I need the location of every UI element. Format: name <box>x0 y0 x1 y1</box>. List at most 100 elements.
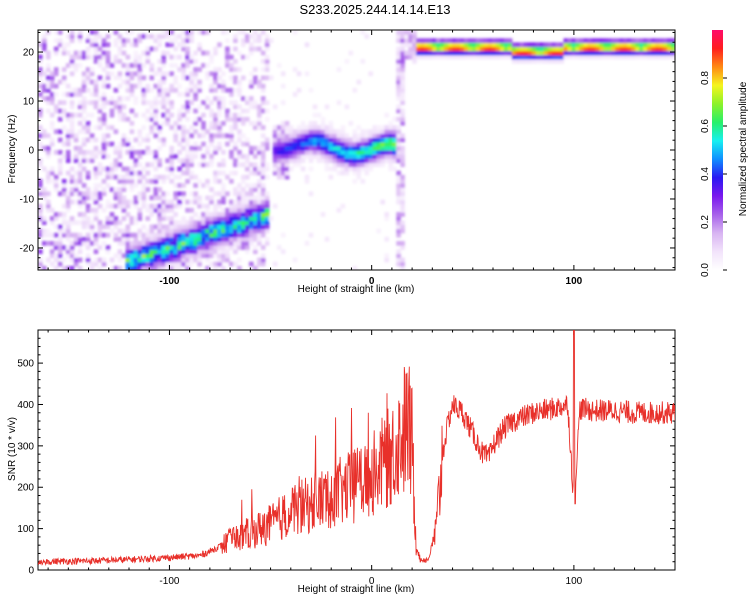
spectrogram-cell <box>57 245 63 250</box>
spectrogram-cell <box>257 116 262 122</box>
spectrogram-cell <box>145 87 151 93</box>
spectrogram-cell <box>651 50 656 56</box>
spectrogram-cell <box>49 71 55 77</box>
spectrogram-cell <box>42 129 47 134</box>
spectrogram-cell <box>253 212 258 217</box>
spectrogram-cell <box>221 96 226 101</box>
spectrogram-cell <box>69 133 75 139</box>
spectrogram-cell <box>324 158 330 163</box>
spectrogram-cell <box>221 170 226 176</box>
spectrogram-cell <box>121 187 127 192</box>
spectrogram-cell <box>181 46 186 52</box>
spectrogram-cell <box>213 232 218 238</box>
spectrogram-cell <box>165 108 170 114</box>
spectrogram-cell <box>38 125 43 130</box>
spectrogram-cell <box>177 92 182 97</box>
spectrogram-cell <box>145 145 151 151</box>
spectrogram-cell <box>396 59 401 64</box>
spectrogram-cell <box>559 54 565 60</box>
spectrogram-cell <box>241 195 246 201</box>
spectrogram-cell <box>555 42 561 48</box>
spectrogram-cell <box>280 154 286 159</box>
spectrogram-cell <box>109 203 115 209</box>
spectrogram-cell <box>249 212 254 217</box>
spectrogram-cell <box>157 174 162 180</box>
spectrogram-cell <box>185 104 190 110</box>
spectrogram-cell <box>197 241 202 246</box>
spectrogram-cell <box>145 34 151 39</box>
spectrogram-cell <box>272 154 278 159</box>
spectrogram-cell <box>49 216 55 221</box>
spectrogram-cell <box>197 30 202 35</box>
spectrogram-cell <box>284 154 290 159</box>
spectrogram-cell <box>225 108 230 114</box>
spectrogram-cell <box>408 50 413 56</box>
spectrogram-cell <box>42 166 47 172</box>
spectrogram-cell <box>257 150 262 155</box>
spectrogram-cell <box>221 236 226 242</box>
spectrogram-cell <box>217 257 222 263</box>
spectrogram-cell <box>205 224 210 230</box>
spectrogram-cell <box>197 261 202 267</box>
spectrogram-cell <box>153 232 159 238</box>
spectrogram-cell <box>237 116 242 122</box>
spectrogram-cell <box>141 166 147 172</box>
spectrogram-cell <box>356 170 362 176</box>
spectrogram-cell <box>260 67 266 72</box>
spectrogram-cell <box>181 236 186 242</box>
spectrogram-cell <box>503 42 509 48</box>
spectrogram-cell <box>368 129 373 134</box>
spectrogram-cell <box>376 158 381 163</box>
spectrogram-cell <box>320 154 326 159</box>
spectrogram-cell <box>360 133 366 139</box>
spectrogram-cell <box>336 137 342 143</box>
spectrogram-cell <box>253 34 258 39</box>
spectrogram-cell <box>667 54 672 60</box>
spectrogram-cell <box>249 220 254 225</box>
spectrogram-cell <box>193 195 198 201</box>
spectrogram-cell <box>264 34 270 39</box>
spectrogram-cell <box>213 236 218 242</box>
spectrogram-cell <box>61 67 67 72</box>
spectrogram-cell <box>245 232 250 238</box>
spectrogram-cell <box>117 162 123 168</box>
spectrogram-cell <box>117 257 123 263</box>
spectrogram-cell <box>563 38 569 43</box>
spectrogram-cell <box>65 220 71 225</box>
spectrogram-cell <box>336 100 342 105</box>
spectrogram-cell <box>81 100 87 105</box>
spectrogram-cell <box>611 50 616 56</box>
spectrogram-cell <box>85 67 91 72</box>
spectrogram-cell <box>631 46 636 52</box>
spectrogram-cell <box>129 75 135 81</box>
spectrogram-cell <box>153 154 159 159</box>
spectrogram-cell <box>213 71 218 77</box>
spectrogram-cell <box>523 59 529 64</box>
spectrogram-cell <box>85 158 91 163</box>
spectrogram-cell <box>201 63 206 68</box>
spectrogram-cell <box>515 54 521 60</box>
spectrogram-cell <box>81 83 87 89</box>
spectrogram-cell <box>388 141 393 147</box>
spectrogram-cell <box>73 133 79 139</box>
spectrogram-cell <box>352 179 358 184</box>
spectrogram-cell <box>257 83 262 89</box>
spectrogram-cell <box>157 253 162 259</box>
spectrogram-cell <box>205 207 210 213</box>
spectrogram-cell <box>495 46 501 52</box>
spectrogram-cell <box>137 141 143 147</box>
spectrogram-cell <box>169 257 174 263</box>
spectrogram-cell <box>392 125 397 130</box>
spectrogram-cell <box>173 133 178 139</box>
spectrogram-cell <box>173 212 178 217</box>
y-tick-label: -20 <box>20 243 35 254</box>
spectrogram-cell <box>137 83 143 89</box>
colorbar-label: Normalized spectral amplitude <box>738 81 749 216</box>
spectrogram-cell <box>46 145 51 151</box>
spectrogram-cell <box>245 141 250 147</box>
spectrogram-cell <box>201 241 206 246</box>
spectrogram-cell <box>623 42 628 48</box>
spectrogram-cell <box>396 141 401 147</box>
spectrogram-cell <box>157 125 162 130</box>
